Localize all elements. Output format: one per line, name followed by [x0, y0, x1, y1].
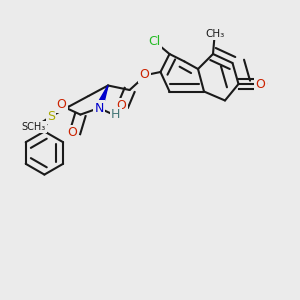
Text: O: O: [139, 68, 148, 82]
Text: SCH₃: SCH₃: [22, 122, 46, 132]
Text: N: N: [94, 101, 104, 115]
Text: O: O: [117, 99, 126, 112]
Text: S: S: [47, 110, 55, 123]
Text: O: O: [140, 68, 149, 81]
Text: O: O: [258, 77, 267, 91]
Text: O: O: [57, 98, 66, 112]
Text: Cl: Cl: [148, 35, 160, 48]
Text: CH₃: CH₃: [205, 28, 224, 39]
Polygon shape: [96, 85, 108, 109]
Text: H: H: [111, 108, 121, 121]
Text: O: O: [67, 126, 77, 139]
Text: H: H: [111, 108, 121, 121]
Text: O: O: [257, 77, 267, 91]
Text: O: O: [256, 77, 265, 91]
Text: N: N: [94, 101, 104, 115]
